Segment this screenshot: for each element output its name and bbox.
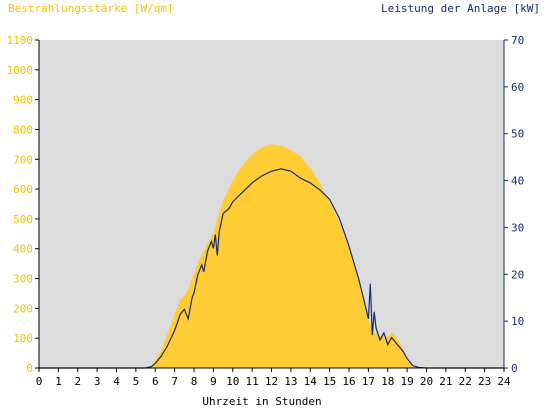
power-line [39,168,504,369]
x-tick-label: 3 [94,375,101,388]
left-tick-label: 500 [13,213,33,226]
x-tick-label: 11 [246,375,259,388]
irradiance-area [39,144,504,368]
right-tick-label: 40 [511,175,524,188]
right-tick-label: 0 [511,362,518,375]
left-tick-label: 900 [13,94,33,107]
left-tick-label: 0 [26,362,33,375]
left-tick-label: 600 [13,183,33,196]
x-tick-label: 12 [265,375,278,388]
left-tick-label: 200 [13,302,33,315]
right-axis-title: Leistung der Anlage [kW] [381,2,540,15]
x-tick-label: 0 [36,375,43,388]
axes [35,39,508,372]
power-line-layer [39,168,504,369]
x-tick-label: 6 [152,375,159,388]
x-tick-label: 15 [323,375,336,388]
right-tick-label: 60 [511,81,524,94]
x-tick-label: 17 [362,375,375,388]
left-tick-label: 700 [13,153,33,166]
x-tick-label: 23 [478,375,491,388]
x-tick-label: 1 [55,375,62,388]
x-tick-label: 20 [420,375,433,388]
left-axis-title: Bestrahlungsstärke [W/qm] [8,2,174,15]
x-tick-label: 5 [133,375,140,388]
x-tick-label: 4 [113,375,120,388]
left-tick-label: 300 [13,273,33,286]
x-tick-label: 13 [284,375,297,388]
x-tick-label: 8 [191,375,198,388]
left-tick-label: 1000 [7,64,34,77]
right-tick-label: 70 [511,34,524,47]
right-tick-label: 20 [511,268,524,281]
right-tick-label: 10 [511,315,524,328]
x-tick-label: 21 [439,375,452,388]
tick-labels: 0100200300400500600700800900100011000102… [7,34,525,388]
left-tick-label: 100 [13,332,33,345]
irradiance-area-layer [39,144,504,368]
x-tick-label: 10 [226,375,239,388]
x-tick-label: 16 [342,375,355,388]
left-tick-label: 1100 [7,34,34,47]
left-tick-label: 400 [13,243,33,256]
x-tick-label: 2 [74,375,81,388]
x-tick-label: 24 [497,375,511,388]
x-tick-label: 18 [381,375,394,388]
left-tick-label: 800 [13,123,33,136]
x-axis-label: Uhrzeit in Stunden [202,395,321,408]
x-tick-label: 22 [459,375,472,388]
x-tick-label: 7 [171,375,178,388]
x-tick-label: 9 [210,375,217,388]
x-tick-label: 14 [304,375,318,388]
right-tick-label: 50 [511,128,524,141]
right-tick-label: 30 [511,221,524,234]
x-tick-label: 19 [401,375,414,388]
